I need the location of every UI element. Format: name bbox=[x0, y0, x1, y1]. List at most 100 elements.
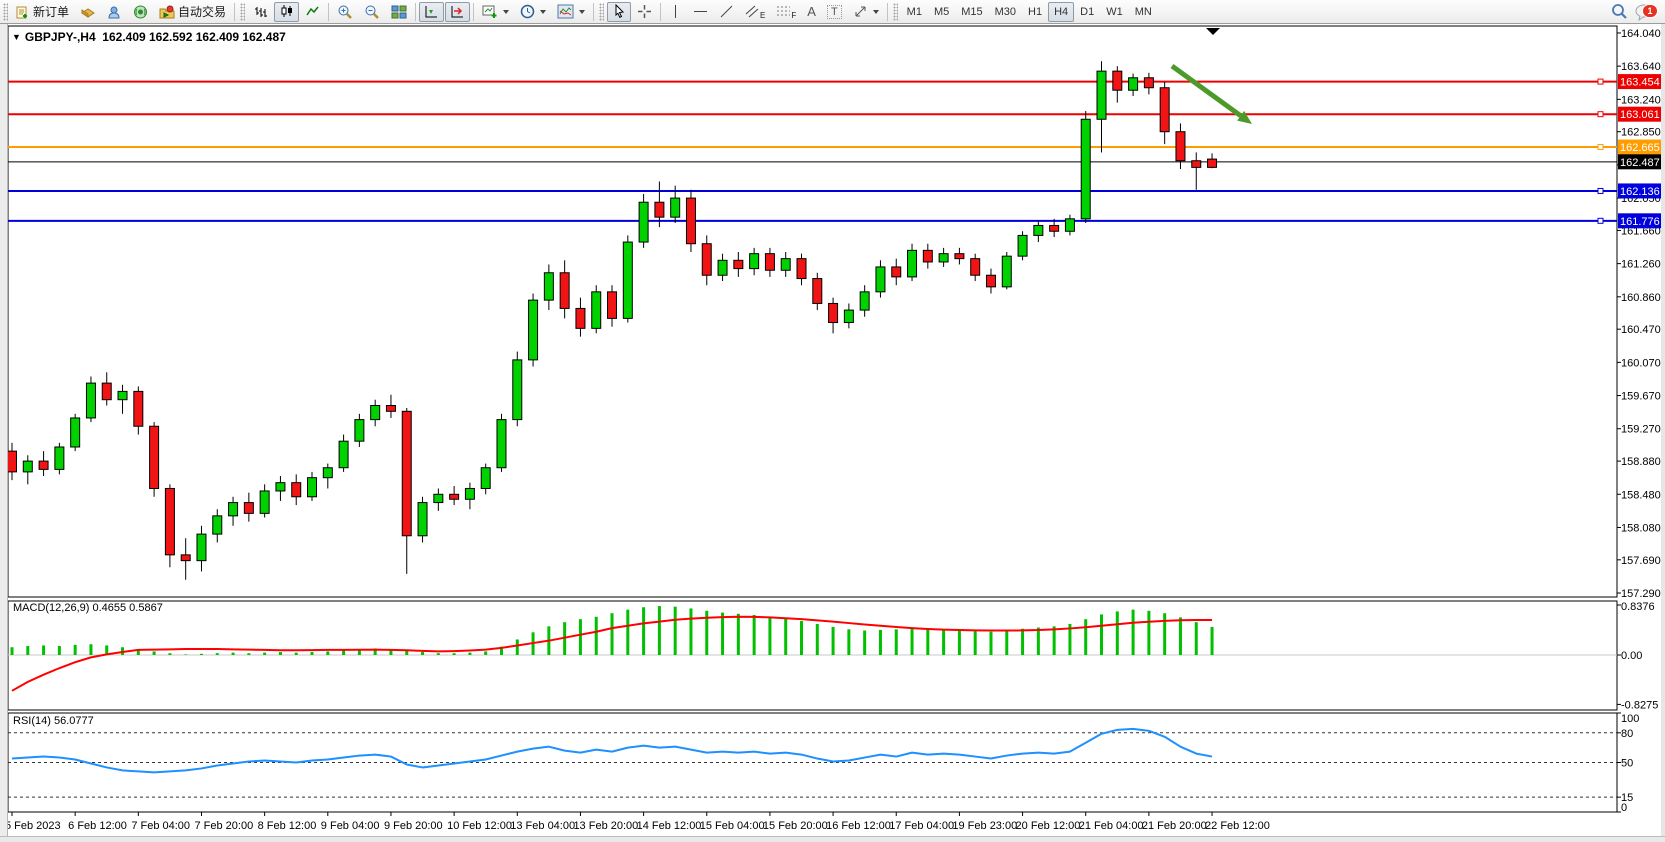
gold-book-icon bbox=[81, 7, 95, 18]
svg-text:19 Feb 23:00: 19 Feb 23:00 bbox=[952, 820, 1017, 832]
autotrading-button[interactable]: 自动交易 bbox=[154, 2, 231, 22]
cursor-button[interactable] bbox=[607, 1, 632, 22]
svg-text:0.00: 0.00 bbox=[1621, 650, 1642, 662]
fibo-subscript: F bbox=[791, 10, 797, 20]
toolbar-separator bbox=[593, 2, 595, 21]
crosshair-icon bbox=[638, 5, 652, 18]
timeframe-button-m15[interactable]: M15 bbox=[955, 2, 988, 22]
svg-text:0.8376: 0.8376 bbox=[1621, 601, 1655, 613]
svg-text:157.690: 157.690 bbox=[1621, 555, 1661, 567]
candlestick-chart-button[interactable] bbox=[274, 1, 300, 22]
svg-text:50: 50 bbox=[1621, 758, 1633, 770]
svg-text:163.454: 163.454 bbox=[1620, 77, 1660, 89]
toolbar-drag-handle[interactable] bbox=[599, 2, 605, 21]
toolbar-separator bbox=[328, 2, 330, 21]
line-chart-button[interactable] bbox=[300, 2, 325, 22]
tile-windows-button[interactable] bbox=[386, 2, 412, 22]
broadcast-icon bbox=[134, 5, 148, 18]
trendline-icon bbox=[720, 5, 733, 18]
bar-chart-button[interactable] bbox=[248, 2, 273, 22]
toolbar-separator bbox=[473, 2, 475, 21]
autotrading-label: 自动交易 bbox=[178, 5, 227, 19]
equidistant-channel-button[interactable]: E bbox=[740, 2, 770, 22]
arrows-button[interactable] bbox=[848, 2, 884, 22]
svg-text:9 Feb 20:00: 9 Feb 20:00 bbox=[384, 820, 443, 832]
toolbar-drag-handle[interactable] bbox=[3, 2, 8, 21]
new-order-button[interactable]: 新订单 bbox=[11, 2, 74, 22]
svg-text:162.665: 162.665 bbox=[1620, 142, 1660, 154]
zoom-out-button[interactable] bbox=[359, 2, 385, 22]
timeframe-button-m30[interactable]: M30 bbox=[989, 2, 1022, 22]
chart-symbol-period: GBPJPY-,H4 bbox=[24, 30, 96, 44]
vertical-line-button[interactable] bbox=[664, 2, 687, 22]
time-axis[interactable]: 5 Feb 2023 6 Feb 12:00 7 Feb 04:00 7 Feb 20… bbox=[5, 812, 1270, 832]
toolbar-separator bbox=[886, 2, 888, 21]
trend-arrow-annotation[interactable] bbox=[1170, 63, 1252, 124]
crosshair-button[interactable] bbox=[632, 2, 657, 22]
community-button[interactable] bbox=[102, 2, 127, 22]
timeframe-button-h4[interactable]: H4 bbox=[1048, 1, 1075, 22]
text-label-button[interactable]: T bbox=[822, 2, 847, 22]
dropdown-caret bbox=[872, 9, 879, 14]
svg-text:158.880: 158.880 bbox=[1621, 456, 1661, 468]
workspace-left-edge bbox=[0, 24, 8, 836]
svg-text:15 Feb 04:00: 15 Feb 04:00 bbox=[700, 820, 765, 832]
toolbar-drag-handle[interactable] bbox=[240, 2, 246, 21]
timeframe-button-w1[interactable]: W1 bbox=[1100, 2, 1129, 22]
horizontal-line-button[interactable] bbox=[688, 2, 713, 22]
chart-menu-icon[interactable]: ▼ bbox=[12, 32, 21, 42]
rsi-indicator-label: RSI(14) 56.0777 bbox=[13, 715, 94, 727]
chart-shift-button[interactable] bbox=[445, 1, 471, 22]
search-button[interactable] bbox=[1606, 2, 1633, 22]
user-cloud-icon bbox=[108, 6, 120, 18]
toolbar-drag-handle[interactable] bbox=[892, 2, 898, 21]
zoom-in-button[interactable] bbox=[332, 2, 358, 22]
svg-text:160.860: 160.860 bbox=[1621, 292, 1661, 304]
horizontal-level-lines[interactable] bbox=[8, 78, 1617, 224]
timeframe-button-m5[interactable]: M5 bbox=[928, 2, 955, 22]
notifications-button[interactable]: 1 bbox=[1634, 3, 1658, 21]
signals-button[interactable] bbox=[128, 2, 153, 22]
candlesticks bbox=[7, 61, 1218, 580]
workspace-right-edge bbox=[1661, 24, 1665, 842]
svg-text:163.640: 163.640 bbox=[1621, 61, 1661, 73]
indicators-icon bbox=[557, 4, 574, 19]
vertical-line-icon bbox=[675, 5, 677, 18]
svg-text:13 Feb 04:00: 13 Feb 04:00 bbox=[510, 820, 575, 832]
svg-text:15: 15 bbox=[1621, 792, 1633, 804]
line-chart-icon bbox=[306, 6, 319, 16]
svg-text:100: 100 bbox=[1621, 713, 1639, 725]
cursor-icon bbox=[615, 4, 625, 18]
fibonacci-icon bbox=[777, 6, 791, 16]
toolbar-separator bbox=[415, 2, 417, 21]
svg-text:20 Feb 12:00: 20 Feb 12:00 bbox=[1016, 820, 1081, 832]
timeframe-button-h1[interactable]: H1 bbox=[1022, 2, 1048, 22]
horizontal-scrollbar[interactable] bbox=[0, 836, 1665, 842]
svg-text:17 Feb 04:00: 17 Feb 04:00 bbox=[889, 820, 954, 832]
svg-text:162.487: 162.487 bbox=[1620, 157, 1660, 169]
market-book-button[interactable] bbox=[75, 2, 101, 22]
new-chart-button[interactable] bbox=[477, 2, 514, 22]
svg-text:160.070: 160.070 bbox=[1621, 357, 1661, 369]
horizontal-line-icon bbox=[694, 11, 708, 12]
svg-text:163.061: 163.061 bbox=[1620, 109, 1660, 121]
period-button[interactable] bbox=[515, 2, 551, 22]
chart-shift-marker[interactable] bbox=[1206, 28, 1220, 35]
chart-title: ▼ GBPJPY-,H4 162.409 162.592 162.409 162.… bbox=[12, 30, 286, 44]
timeframe-button-m1[interactable]: M1 bbox=[901, 2, 928, 22]
autotrading-icon bbox=[159, 5, 175, 18]
indicators-button[interactable] bbox=[552, 2, 590, 22]
chart-ohlc-readout: 162.409 162.592 162.409 162.487 bbox=[102, 30, 286, 44]
timeframe-button-mn[interactable]: MN bbox=[1129, 2, 1158, 22]
fibonacci-button[interactable]: F bbox=[771, 2, 801, 22]
trendline-button[interactable] bbox=[714, 2, 739, 22]
svg-text:162.850: 162.850 bbox=[1621, 127, 1661, 139]
macd-pane bbox=[8, 606, 1617, 692]
svg-text:159.270: 159.270 bbox=[1621, 424, 1661, 436]
auto-scroll-button[interactable] bbox=[419, 1, 445, 22]
timeframe-button-d1[interactable]: D1 bbox=[1074, 2, 1100, 22]
macd-indicator-label: MACD(12,26,9) 0.4655 0.5867 bbox=[13, 602, 163, 614]
new-order-icon bbox=[16, 6, 27, 18]
text-button[interactable]: A bbox=[802, 2, 821, 22]
